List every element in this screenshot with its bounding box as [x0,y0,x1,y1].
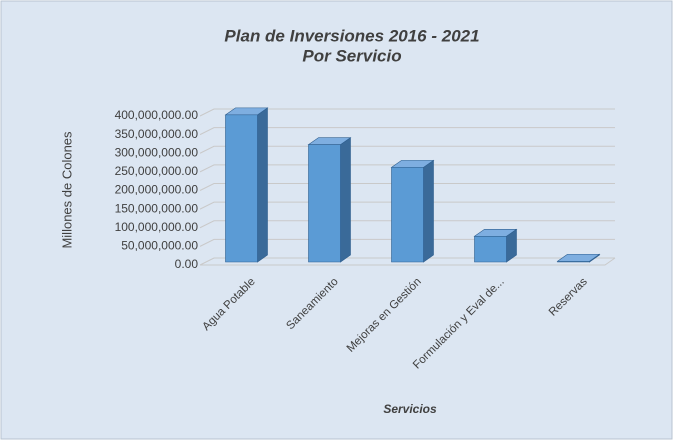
grid-line [199,145,615,154]
y-tick-label: 400,000,000.00 [115,108,199,122]
grid-line [199,127,615,136]
grid-line [199,183,615,191]
bar [556,253,601,263]
bar [307,137,352,263]
bar-front [557,260,590,263]
bar [224,107,269,263]
x-axis-label: Servicios [383,402,437,416]
bar-front [474,235,507,263]
bar-side [423,159,434,263]
y-tick-label: 100,000,000.00 [115,220,199,234]
y-tick-label: 50,000,000.00 [121,239,198,253]
bar [390,159,435,263]
bar [473,228,518,263]
bar-front [225,114,258,263]
bar-front [391,167,424,263]
y-tick-label: 250,000,000.00 [115,164,199,178]
grid-line [199,164,615,173]
floor [200,257,616,266]
y-tick-label: 200,000,000.00 [115,183,199,197]
y-axis-label: Millones de Colones [59,131,74,249]
y-tick-label: 350,000,000.00 [115,127,199,141]
y-tick-label: 150,000,000.00 [115,201,199,215]
bar-front [308,144,341,263]
chart-subtitle: Por Servicio [302,46,401,65]
y-tick-label: 0.00 [175,257,199,271]
bar-side [257,107,268,263]
grid-line [199,220,615,229]
chart-title: Plan de Inversiones 2016 - 2021 [224,26,479,45]
y-tick-label: 300,000,000.00 [115,145,199,159]
grid-line [199,108,615,117]
grid-line [199,201,615,210]
bar-side [340,137,351,263]
